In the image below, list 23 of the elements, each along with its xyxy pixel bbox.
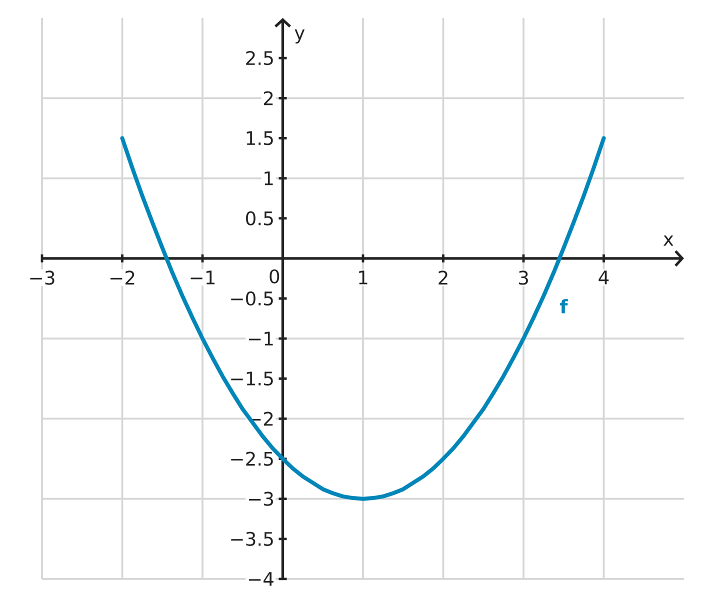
x-tick-label: −1: [190, 270, 215, 284]
y-tick-label: −0.5: [231, 291, 273, 306]
y-tick-label: −1.5: [231, 372, 273, 386]
series-label: f: [560, 299, 568, 314]
y-tick-label: 1: [264, 171, 273, 186]
y-tick-label: −1: [248, 332, 273, 346]
y-tick-label: −3.5: [231, 532, 273, 546]
x-tick-label: 0: [270, 269, 280, 284]
y-tick-label: 2.5: [246, 51, 273, 66]
y-tick-label: 2: [264, 91, 273, 106]
y-tick-label: 0.5: [246, 211, 273, 226]
y-tick-label: −4: [248, 572, 274, 586]
y-tick-label: 1.5: [246, 131, 273, 146]
x-tick-label: −3: [30, 270, 54, 285]
y-tick-label: −2.5: [231, 452, 273, 466]
x-tick-label: 4: [598, 270, 609, 284]
y-axis-title: y: [294, 29, 305, 44]
x-tick-label: −2: [110, 270, 134, 285]
x-axis-title: x: [663, 236, 674, 246]
x-tick-label: 3: [518, 270, 528, 285]
x-tick-label: 2: [438, 270, 448, 285]
y-tick-label: −3: [248, 492, 274, 506]
x-tick-label: 1: [359, 270, 368, 284]
